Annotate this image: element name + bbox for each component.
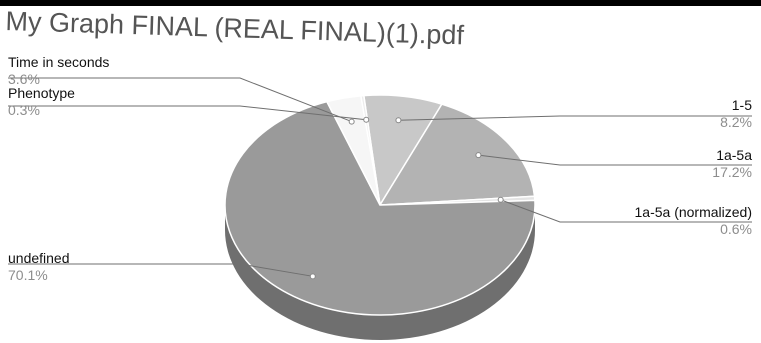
pie-slice-undefined[interactable] bbox=[224, 100, 536, 316]
leader-dot-1a-5a-normalized bbox=[497, 196, 504, 203]
slice-label-undefined: undefined bbox=[8, 250, 70, 266]
leader-dot-1-5 bbox=[395, 117, 402, 124]
leader-line-1a-5a-normalized bbox=[500, 199, 752, 223]
leader-dot-time-in-seconds bbox=[348, 118, 355, 125]
slice-percent-time-in-seconds: 3.6% bbox=[8, 71, 40, 87]
top-bar bbox=[0, 0, 761, 6]
slice-percent-phenotype: 0.3% bbox=[8, 102, 40, 118]
leader-line-time-in-seconds bbox=[8, 77, 352, 123]
leader-dot-undefined bbox=[309, 273, 316, 280]
slice-percent-1-5: 8.2% bbox=[720, 114, 752, 130]
slice-percent-1a-5a-normalized: 0.6% bbox=[720, 221, 752, 237]
leader-line-1a-5a bbox=[478, 154, 752, 166]
slice-label-time-in-seconds: Time in seconds bbox=[8, 54, 109, 70]
pie-side-undefined bbox=[225, 205, 535, 340]
pie-side-walls bbox=[225, 205, 535, 340]
slice-label-phenotype: Phenotype bbox=[8, 85, 75, 101]
slice-label-1a-5a-normalized: 1a-5a (normalized) bbox=[635, 204, 753, 220]
slice-percent-1a-5a: 17.2% bbox=[712, 164, 752, 180]
pie-slices bbox=[224, 94, 536, 316]
leader-line-1-5 bbox=[398, 115, 752, 121]
slice-label-1-5: 1-5 bbox=[732, 97, 752, 113]
pie-slice-phenotype[interactable] bbox=[360, 94, 381, 206]
leader-dot-phenotype bbox=[363, 116, 370, 123]
leader-line-undefined bbox=[8, 263, 313, 277]
slice-percent-undefined: 70.1% bbox=[8, 267, 48, 283]
slice-label-1a-5a: 1a-5a bbox=[716, 147, 752, 163]
leader-line-phenotype bbox=[8, 105, 367, 121]
leader-dot-1a-5a bbox=[475, 152, 482, 159]
pie-slice-1a-5a[interactable] bbox=[378, 103, 536, 206]
